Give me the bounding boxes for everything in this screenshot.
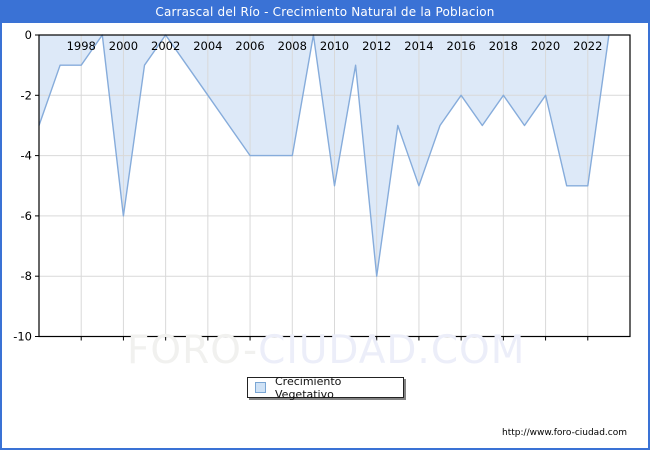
- y-tick-label: 0: [25, 28, 32, 42]
- x-tick-label: 1998: [67, 39, 96, 53]
- x-tick-label: 2018: [489, 39, 518, 53]
- chart-title: Carrascal del Río - Crecimiento Natural …: [0, 0, 650, 23]
- x-tick-label: 2006: [235, 39, 264, 53]
- x-tick-label: 2020: [531, 39, 560, 53]
- x-tick-label: 2000: [109, 39, 138, 53]
- footer-url: http://www.foro-ciudad.com: [502, 428, 627, 438]
- legend-label: Crecimiento Vegetativo: [275, 374, 342, 401]
- y-tick-label: -4: [21, 149, 32, 163]
- x-tick-label: 2004: [193, 39, 222, 53]
- x-tick-label: 2008: [278, 39, 307, 53]
- x-tick-label: 2002: [151, 39, 180, 53]
- series-line: [38, 34, 610, 277]
- x-tick-label: 2022: [573, 39, 602, 53]
- legend: Crecimiento Vegetativo: [247, 374, 404, 401]
- y-tick-label: -8: [21, 269, 32, 283]
- area-chart: 1998 2000 2002 2004 2006 2008 2010 2012 2014 2016…: [13, 28, 631, 344]
- legend-swatch-icon: [255, 382, 266, 393]
- y-tick-label: -2: [21, 88, 32, 102]
- plot-border: [38, 34, 631, 338]
- y-tick-label: -6: [21, 209, 32, 223]
- y-tick-label: -10: [13, 330, 32, 344]
- x-tick-label: 2016: [447, 39, 476, 53]
- x-tick-label: 2010: [320, 39, 349, 53]
- x-tick-label: 2014: [404, 39, 433, 53]
- x-tick-label: 2012: [362, 39, 391, 53]
